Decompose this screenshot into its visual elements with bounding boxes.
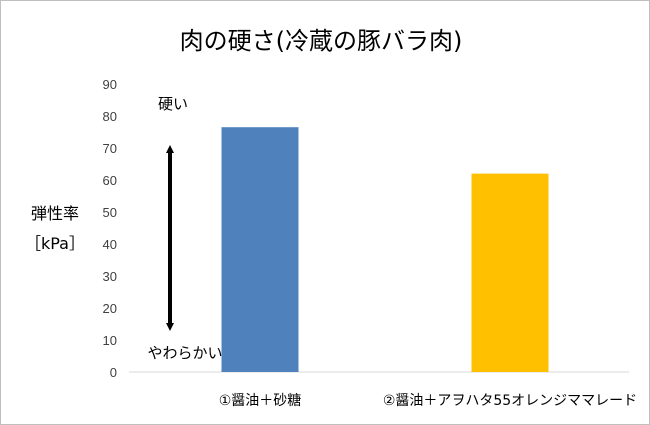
- y-tick-label: 10: [103, 333, 117, 348]
- y-tick-label: 30: [103, 269, 117, 284]
- x-tick-label-1: ①醤油＋砂糖: [219, 393, 302, 409]
- y-tick-label: 60: [103, 173, 117, 188]
- chart-title: 肉の硬さ(冷蔵の豚バラ肉): [180, 27, 463, 55]
- arrow-label-soft: やわらかい: [147, 344, 222, 362]
- bar-1: [221, 127, 299, 372]
- y-tick-label: 20: [103, 301, 117, 316]
- x-tick-label-2: ②醤油＋アヲハタ55オレンジママレード: [383, 393, 637, 409]
- y-tick-label: 70: [103, 141, 117, 156]
- y-axis-label-line2: ［kPa］: [25, 234, 85, 253]
- y-tick-label: 90: [103, 77, 117, 92]
- y-axis-ticks: 0 10 20 30 40 50 60 70 80 90: [103, 77, 117, 380]
- arrow-label-hard: 硬い: [158, 95, 188, 113]
- bar-2: [471, 173, 549, 372]
- y-tick-label: 50: [103, 205, 117, 220]
- bars: [221, 127, 549, 372]
- y-axis-label-line1: 弾性率: [31, 204, 79, 223]
- y-tick-label: 80: [103, 109, 117, 124]
- x-axis-labels: ①醤油＋砂糖 ②醤油＋アヲハタ55オレンジママレード: [219, 393, 637, 409]
- y-tick-label: 40: [103, 237, 117, 252]
- y-tick-label: 0: [110, 365, 117, 380]
